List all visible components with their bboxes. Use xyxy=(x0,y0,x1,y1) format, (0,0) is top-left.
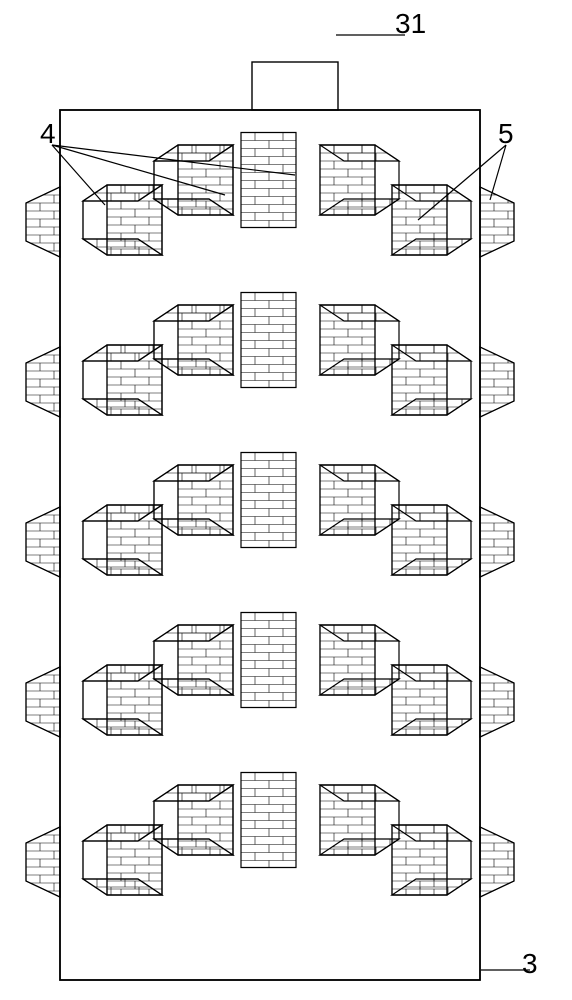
block-right xyxy=(378,505,476,591)
block-left xyxy=(140,785,238,871)
block-right xyxy=(306,145,404,231)
block-left xyxy=(69,665,167,751)
block-right xyxy=(306,785,404,871)
block-left xyxy=(69,185,167,271)
block-left xyxy=(140,465,238,551)
label-31: 31 xyxy=(395,8,426,40)
block-left xyxy=(140,305,238,391)
block-right xyxy=(378,825,476,911)
side-block-right xyxy=(466,507,522,587)
side-block-right xyxy=(466,187,522,267)
block-right xyxy=(306,625,404,711)
block-right xyxy=(306,465,404,551)
block-right xyxy=(378,665,476,751)
block-right xyxy=(378,345,476,431)
block-right xyxy=(306,305,404,391)
side-block-right xyxy=(466,347,522,427)
block-left xyxy=(69,505,167,591)
side-block-right xyxy=(466,667,522,747)
block-left xyxy=(69,345,167,431)
block-left xyxy=(140,625,238,711)
side-block-right xyxy=(466,827,522,907)
block-right xyxy=(378,185,476,271)
label-5: 5 xyxy=(498,118,514,150)
block-left xyxy=(69,825,167,911)
label-4: 4 xyxy=(40,118,56,150)
label-3: 3 xyxy=(522,948,538,980)
